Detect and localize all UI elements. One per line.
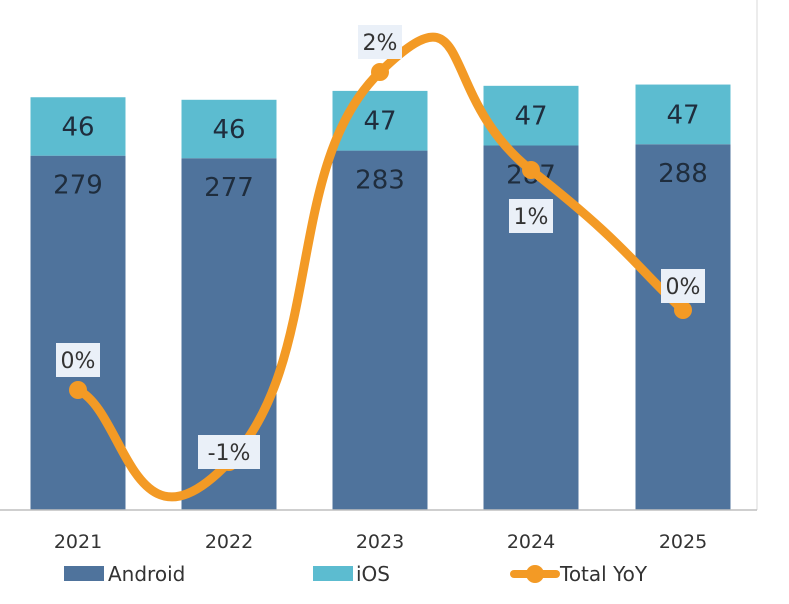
bar-android-2021 <box>30 155 126 511</box>
bar-ios-2022 <box>181 99 277 159</box>
yoy-point-2021 <box>69 381 87 399</box>
x-tick-label: 2024 <box>507 531 555 553</box>
legend-android-label: Android <box>108 562 185 586</box>
yoy-value-label: 2% <box>363 31 398 56</box>
bar-android-2025 <box>635 144 731 511</box>
yoy-value-label: 0% <box>61 349 96 374</box>
yoy-value-label: 0% <box>666 275 701 300</box>
bar-ios-2025 <box>635 84 731 145</box>
legend: Android iOS Total YoY <box>64 562 648 586</box>
bar-android-value-label: 277 <box>204 173 254 203</box>
bar-android-value-label: 279 <box>53 171 103 201</box>
legend-android-swatch <box>64 566 104 581</box>
bar-android-value-label: 288 <box>658 159 708 189</box>
legend-ios-label: iOS <box>356 562 390 586</box>
bar-android-value-label: 283 <box>355 166 405 196</box>
x-tick-label: 2023 <box>356 531 404 553</box>
legend-total-yoy-label: Total YoY <box>559 562 648 586</box>
yoy-point-2025 <box>674 301 692 319</box>
x-tick-label: 2021 <box>54 531 102 553</box>
yoy-label-box <box>358 25 402 59</box>
yoy-label-box <box>198 435 260 469</box>
bar-labels-group: 2794627746283472874728847 <box>53 100 708 203</box>
bar-ios-value-label: 47 <box>666 100 699 130</box>
bar-ios-value-label: 46 <box>61 112 94 142</box>
yoy-label-box <box>661 269 705 303</box>
yoy-label-box <box>509 199 553 233</box>
legend-ios-swatch <box>313 566 353 581</box>
yoy-value-label: 1% <box>514 205 549 230</box>
yoy-point-2024 <box>522 161 540 179</box>
bars-group <box>30 84 731 511</box>
x-tick-label: 2025 <box>659 531 707 553</box>
bar-android-2023 <box>332 150 428 510</box>
legend-total-yoy-marker <box>526 565 544 583</box>
yoy-value-label: -1% <box>208 441 251 466</box>
bar-ios-value-label: 47 <box>363 107 396 137</box>
x-tick-labels: 2021 2022 2023 2024 2025 <box>54 531 707 553</box>
bar-ios-value-label: 47 <box>514 102 547 132</box>
bar-ios-2021 <box>30 97 126 156</box>
bar-ios-value-label: 46 <box>212 115 245 145</box>
yoy-point-2023 <box>371 63 389 81</box>
yoy-label-box <box>56 343 100 377</box>
total-yoy-labels: 0% -1% 2% 1% 0% <box>56 25 705 469</box>
x-tick-label: 2022 <box>205 531 253 553</box>
total-yoy-line <box>73 32 688 502</box>
